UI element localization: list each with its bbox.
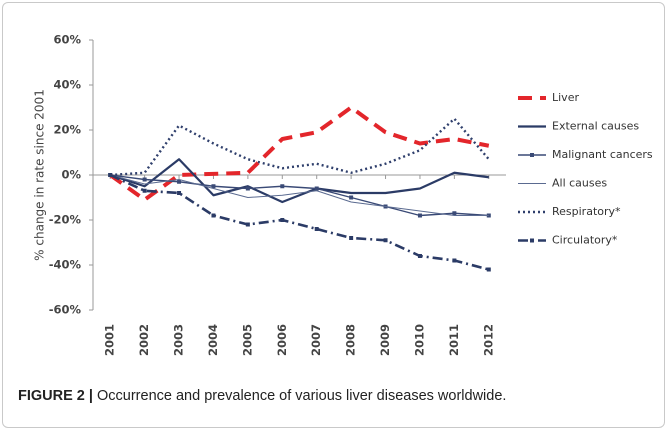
series-line xyxy=(110,174,489,216)
marker xyxy=(177,191,182,195)
x-tick-label: 2005 xyxy=(240,324,254,356)
marker xyxy=(245,222,250,227)
y-tick-label: -20% xyxy=(49,213,82,227)
figure-frame xyxy=(2,2,665,428)
series-line xyxy=(109,173,490,271)
chart: % change in rate since 2001 -60% -40% -20%… xyxy=(33,33,653,357)
marker xyxy=(486,267,491,272)
marker xyxy=(417,213,422,218)
series-line xyxy=(109,158,489,204)
marker xyxy=(383,238,388,243)
marker xyxy=(314,186,319,191)
marker xyxy=(452,211,457,216)
y-tick-label: -60% xyxy=(49,303,82,317)
x-tick-label: 2006 xyxy=(275,324,289,356)
marker xyxy=(142,188,147,193)
x-tick-label: 2007 xyxy=(309,324,323,356)
y-tick-label: 0% xyxy=(61,168,81,182)
legend-label: Liver xyxy=(552,91,579,104)
marker xyxy=(211,213,216,218)
marker xyxy=(108,173,113,177)
marker xyxy=(211,184,216,189)
y-tick-label: 60% xyxy=(53,33,81,47)
legend-label: Respiratory* xyxy=(552,205,621,218)
y-tick-label: -40% xyxy=(49,258,82,272)
marker xyxy=(452,258,457,263)
y-axis-label: % change in rate since 2001 xyxy=(33,89,47,261)
x-tick-label: 2003 xyxy=(172,324,186,356)
x-tick-label: 2012 xyxy=(481,324,495,356)
marker xyxy=(417,254,422,258)
x-tick-label: 2011 xyxy=(447,324,461,356)
legend-label: Malignant cancers xyxy=(552,148,653,161)
marker xyxy=(280,184,285,189)
series-line xyxy=(109,105,490,202)
x-tick-label: 2001 xyxy=(103,324,117,356)
series-line xyxy=(110,117,490,177)
y-tick-label: 40% xyxy=(53,78,81,92)
x-tick-label: 2010 xyxy=(412,324,426,356)
legend-label: External causes xyxy=(552,120,639,133)
marker xyxy=(280,218,285,222)
x-tick-label: 2008 xyxy=(344,324,358,356)
y-tick-label: 20% xyxy=(53,123,81,137)
caption-text: Occurrence and prevalence of various liv… xyxy=(97,388,507,404)
marker xyxy=(349,236,354,240)
marker xyxy=(349,195,354,200)
marker xyxy=(177,179,182,184)
legend-marker xyxy=(530,238,534,243)
legend-label: All causes xyxy=(552,177,607,190)
series-line xyxy=(110,174,489,217)
legend-label: Circulatory* xyxy=(552,234,618,247)
x-tick-label: 2004 xyxy=(206,324,220,356)
x-tick-label: 2002 xyxy=(137,324,151,356)
marker xyxy=(245,186,250,191)
caption: FIGURE 2 | Occurrence and prevalence of … xyxy=(18,388,506,404)
marker xyxy=(314,227,319,231)
marker xyxy=(142,177,147,182)
legend-marker xyxy=(530,153,534,157)
x-tick-label: 2009 xyxy=(378,324,392,356)
caption-label: FIGURE 2 | xyxy=(18,388,93,404)
